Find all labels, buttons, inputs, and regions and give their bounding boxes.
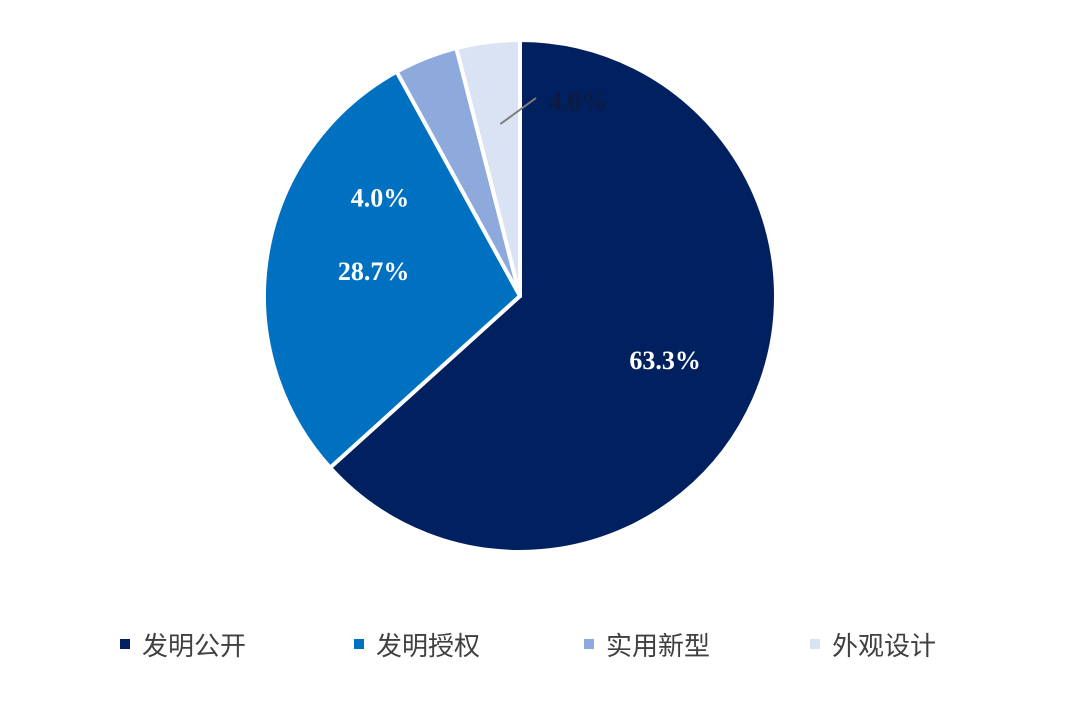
legend-swatch-3	[810, 639, 820, 649]
legend-swatch-2	[584, 639, 594, 649]
leader-line-3	[499, 97, 537, 125]
legend-label-1: 发明授权	[376, 631, 481, 662]
legend-item-0: 发明公开	[120, 622, 246, 666]
pie-chart-svg: 63.3% 28.7% 4.0% 4.0%	[262, 38, 778, 554]
slice-label-1: 28.7%	[338, 257, 410, 286]
slices-group	[262, 38, 778, 554]
labels-group: 63.3% 28.7% 4.0% 4.0%	[338, 88, 701, 375]
legend-item-2: 实用新型	[584, 622, 710, 666]
legend: 发明公开 发明授权 实用新型 外观设计	[0, 622, 1080, 666]
legend-swatch-0	[120, 639, 130, 649]
legend-item-1: 发明授权	[354, 622, 480, 666]
slice-label-2: 4.0%	[351, 184, 410, 213]
pie-slice-3	[454, 38, 522, 298]
legend-item-3: 外观设计	[810, 622, 936, 666]
legend-swatch-1	[354, 639, 364, 649]
legend-label-2: 实用新型	[606, 631, 711, 662]
legend-label-0: 发明公开	[142, 631, 247, 662]
legend-label-3: 外观设计	[832, 631, 937, 662]
pie-slice-1	[262, 69, 522, 470]
slice-label-3: 4.0%	[549, 88, 608, 117]
pie-slice-0	[328, 38, 778, 554]
slice-label-0: 63.3%	[629, 346, 701, 375]
